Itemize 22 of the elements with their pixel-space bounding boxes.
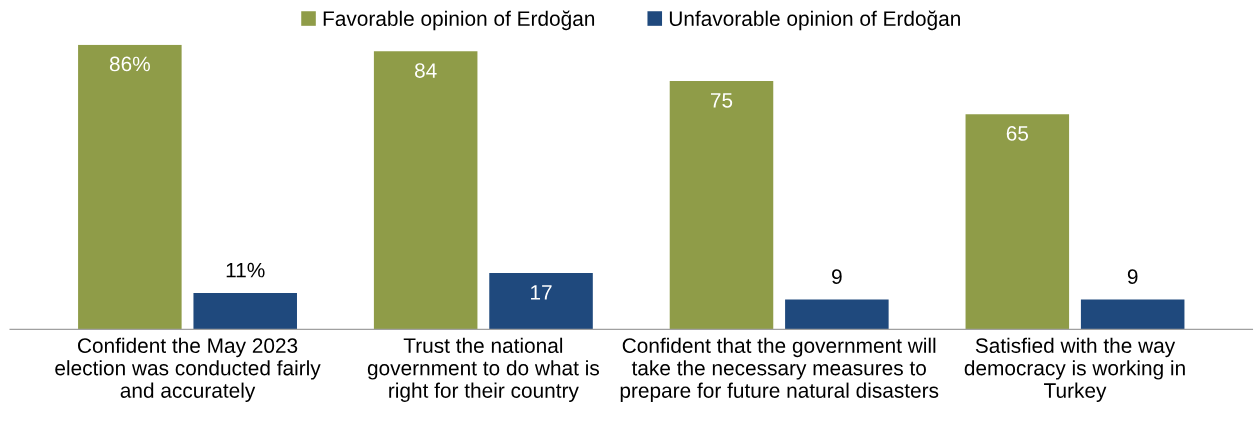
data-label: 65 [1006, 126, 1029, 141]
x-tick-label: Satisfied with the way democracy is working in Turkey [964, 337, 1185, 403]
legend-label: Favorable opinion of Erdoğan [323, 10, 595, 31]
x-tick-label: Confident that the government will take the necessary measures to prepare for future natural disasters [620, 337, 939, 403]
data-label: 9 [832, 269, 842, 285]
x-tick-label: Confident the May 2023 election was conducted fairly and accurately [55, 337, 321, 403]
bar [78, 44, 182, 330]
legend-label: Unfavorable opinion of Erdoğan [669, 10, 960, 31]
data-label: 9 [1127, 269, 1138, 285]
data-label: 84 [414, 63, 437, 78]
bar [965, 114, 1070, 330]
data-label: 86% [109, 56, 150, 72]
bar [489, 273, 593, 330]
bar [373, 51, 478, 330]
bar [669, 81, 774, 330]
bar [1080, 299, 1185, 330]
bar [193, 292, 297, 330]
data-label: 17 [531, 285, 552, 300]
x-tick-label: Trust the national government to do what is right for their country [367, 337, 599, 403]
data-label: 11% [226, 262, 265, 278]
bar [785, 299, 889, 330]
data-label: 75 [710, 93, 733, 108]
